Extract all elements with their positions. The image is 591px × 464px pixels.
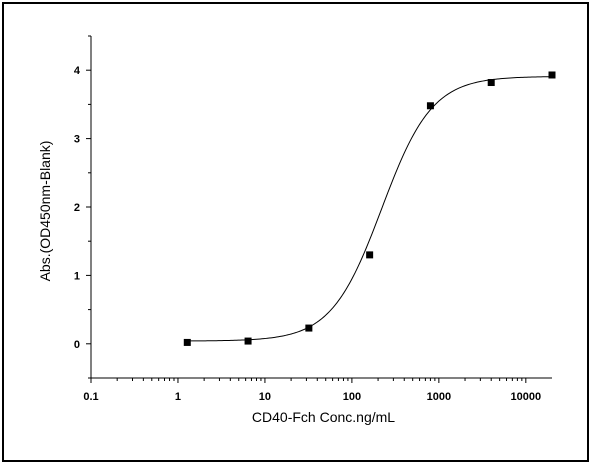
data-point [245, 338, 252, 345]
x-axis-title: CD40-Fch Conc.ng/mL [252, 409, 395, 425]
data-point [305, 325, 312, 332]
data-point [427, 102, 434, 109]
y-tick-label: 0 [74, 339, 80, 351]
y-tick-label: 2 [74, 202, 80, 214]
data-point [488, 79, 495, 86]
fit-curve-group [187, 77, 552, 341]
y-tick-label: 3 [74, 134, 80, 146]
data-point [549, 71, 556, 78]
x-tick-label: 10000 [511, 391, 542, 403]
axes: 0.1 1 10 100 1000 10000 0 1 2 3 4 [74, 36, 552, 403]
y-axis-title: Abs.(OD450nm-Blank) [37, 141, 53, 282]
x-tick-label: 1 [175, 391, 181, 403]
x-tick-label: 1000 [427, 391, 451, 403]
x-tick-label: 100 [343, 391, 361, 403]
x-tick-label: 10 [259, 391, 271, 403]
data-point [366, 251, 373, 258]
x-tick-label: 0.1 [83, 391, 98, 403]
data-point [184, 339, 191, 346]
y-tick-label: 4 [74, 65, 81, 77]
fit-curve [187, 77, 552, 341]
data-points [184, 71, 556, 345]
y-tick-label: 1 [74, 270, 80, 282]
